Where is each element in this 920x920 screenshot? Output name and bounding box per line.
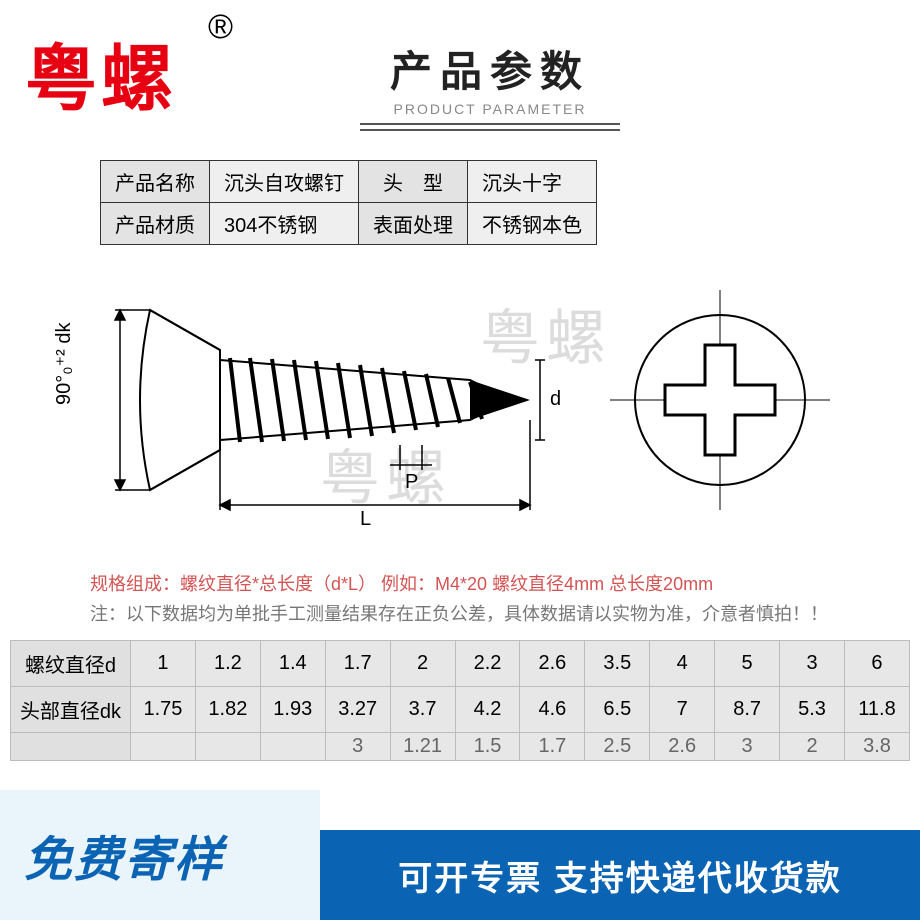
param-label: 头 型: [359, 161, 468, 203]
param-value: 沉头自攻螺钉: [210, 161, 359, 203]
banner-left: 免费寄样: [0, 790, 320, 920]
registered-mark: ®: [208, 8, 233, 47]
table-row: 3 1.21 1.5 1.7 2.5 2.6 3 2 3.8: [11, 733, 910, 761]
row-label: 螺纹直径d: [11, 641, 131, 687]
title-rule: [360, 123, 620, 125]
title-cn: 产品参数: [340, 38, 640, 99]
param-label: 产品名称: [101, 161, 210, 203]
table-row: 螺纹直径d 1 1.2 1.4 1.7 2 2.2 2.6 3.5 4 5 3 …: [11, 641, 910, 687]
parameter-table: 产品名称 沉头自攻螺钉 头 型 沉头十字 产品材质 304不锈钢 表面处理 不锈…: [100, 160, 597, 245]
param-value: 不锈钢本色: [468, 203, 597, 245]
dim-p: P: [405, 471, 418, 493]
table-row: 头部直径dk 1.75 1.82 1.93 3.27 3.7 4.2 4.6 6…: [11, 687, 910, 733]
title-block: 产品参数 PRODUCT PARAMETER: [340, 38, 640, 125]
table-row: 产品材质 304不锈钢 表面处理 不锈钢本色: [101, 203, 597, 245]
title-en: PRODUCT PARAMETER: [340, 101, 640, 117]
dim-angle: 90°₀⁺² dk: [53, 322, 75, 405]
screw-diagram: d P L 90°₀⁺² dk: [40, 270, 880, 530]
row-label: 头部直径dk: [11, 687, 131, 733]
brand-name: 粤螺: [25, 20, 177, 125]
banner-right: 可开专票 支持快递代收货款: [320, 830, 920, 920]
param-value: 沉头十字: [468, 161, 597, 203]
table-row: 产品名称 沉头自攻螺钉 头 型 沉头十字: [101, 161, 597, 203]
spec-note-2: 注：以下数据均为单批手工测量结果存在正负公差，具体数据请以实物为准，介意者慎拍！…: [90, 600, 828, 626]
param-label: 产品材质: [101, 203, 210, 245]
spec-table: 螺纹直径d 1 1.2 1.4 1.7 2 2.2 2.6 3.5 4 5 3 …: [10, 640, 910, 761]
dim-l: L: [360, 508, 371, 530]
spec-note-1: 规格组成：螺纹直径*总长度（d*L） 例如：M4*20 螺纹直径4mm 总长度2…: [90, 570, 713, 596]
dim-d: d: [550, 388, 561, 410]
free-sample-text: 免费寄样: [24, 820, 320, 890]
param-label: 表面处理: [359, 203, 468, 245]
param-value: 304不锈钢: [210, 203, 359, 245]
